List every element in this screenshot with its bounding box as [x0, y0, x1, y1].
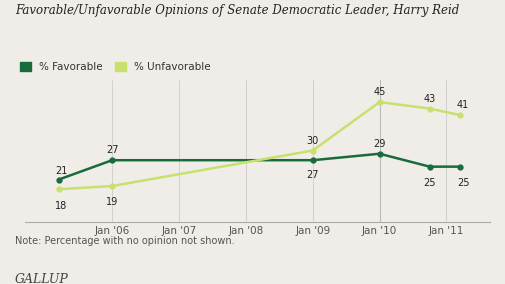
- Text: 41: 41: [457, 100, 469, 110]
- Text: 25: 25: [423, 178, 436, 188]
- Text: 30: 30: [307, 136, 319, 146]
- Text: 18: 18: [56, 201, 68, 210]
- Text: 43: 43: [424, 94, 436, 104]
- Text: GALLUP: GALLUP: [15, 273, 69, 284]
- Text: 29: 29: [373, 139, 386, 149]
- Text: Note: Percentage with no opinion not shown.: Note: Percentage with no opinion not sho…: [15, 236, 235, 246]
- Text: 27: 27: [307, 170, 319, 180]
- Text: 45: 45: [373, 87, 386, 97]
- Text: 25: 25: [457, 178, 469, 188]
- Text: Favorable/Unfavorable Opinions of Senate Democratic Leader, Harry Reid: Favorable/Unfavorable Opinions of Senate…: [15, 4, 460, 17]
- Text: 27: 27: [106, 145, 118, 155]
- Legend: % Favorable, % Unfavorable: % Favorable, % Unfavorable: [20, 62, 211, 72]
- Text: 21: 21: [56, 166, 68, 176]
- Text: 19: 19: [106, 197, 118, 207]
